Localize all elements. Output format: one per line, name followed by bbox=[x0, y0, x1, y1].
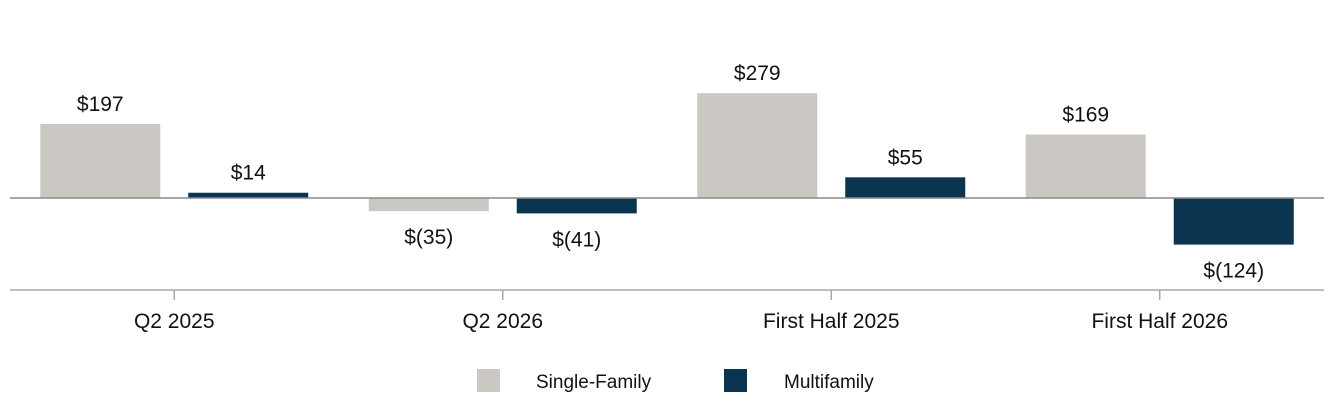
bar-multifamily-4 bbox=[1173, 198, 1294, 245]
x-tick-label: Q2 2026 bbox=[462, 310, 543, 333]
bar-single-family-2 bbox=[368, 198, 489, 212]
data-label-multifamily-3: $55 bbox=[888, 146, 923, 169]
data-label-single-family-2: $(35) bbox=[404, 226, 453, 249]
x-axis-ticks: Q2 2025 Q2 2026 First Half 2025 First Half … bbox=[134, 290, 1228, 333]
bars-layer bbox=[40, 93, 1294, 245]
bar-multifamily-1 bbox=[188, 192, 309, 198]
bar-single-family-3 bbox=[697, 93, 818, 198]
legend: Single-Family Multifamily bbox=[477, 369, 874, 393]
data-labels: $197 $14 $(35) $(41) $279 $55 $169 $(124) bbox=[77, 62, 1264, 282]
x-tick-label: Q2 2025 bbox=[134, 310, 215, 333]
data-label-multifamily-2: $(41) bbox=[552, 228, 601, 251]
legend-label-multifamily: Multifamily bbox=[784, 372, 874, 393]
data-label-single-family-1: $197 bbox=[77, 93, 124, 116]
legend-label-single-family: Single-Family bbox=[536, 372, 652, 393]
bar-single-family-4 bbox=[1025, 134, 1146, 198]
x-tick-label: First Half 2025 bbox=[763, 310, 900, 333]
bar-single-family-1 bbox=[40, 124, 161, 198]
bar-multifamily-3 bbox=[845, 177, 966, 198]
legend-swatch-multifamily bbox=[724, 369, 747, 392]
data-label-multifamily-1: $14 bbox=[231, 162, 266, 185]
data-label-single-family-3: $279 bbox=[734, 62, 781, 85]
data-label-multifamily-4: $(124) bbox=[1203, 260, 1264, 283]
legend-swatch-single-family bbox=[477, 369, 500, 392]
x-tick-label: First Half 2026 bbox=[1091, 310, 1228, 333]
data-label-single-family-4: $169 bbox=[1062, 104, 1109, 127]
bar-multifamily-2 bbox=[516, 198, 637, 214]
